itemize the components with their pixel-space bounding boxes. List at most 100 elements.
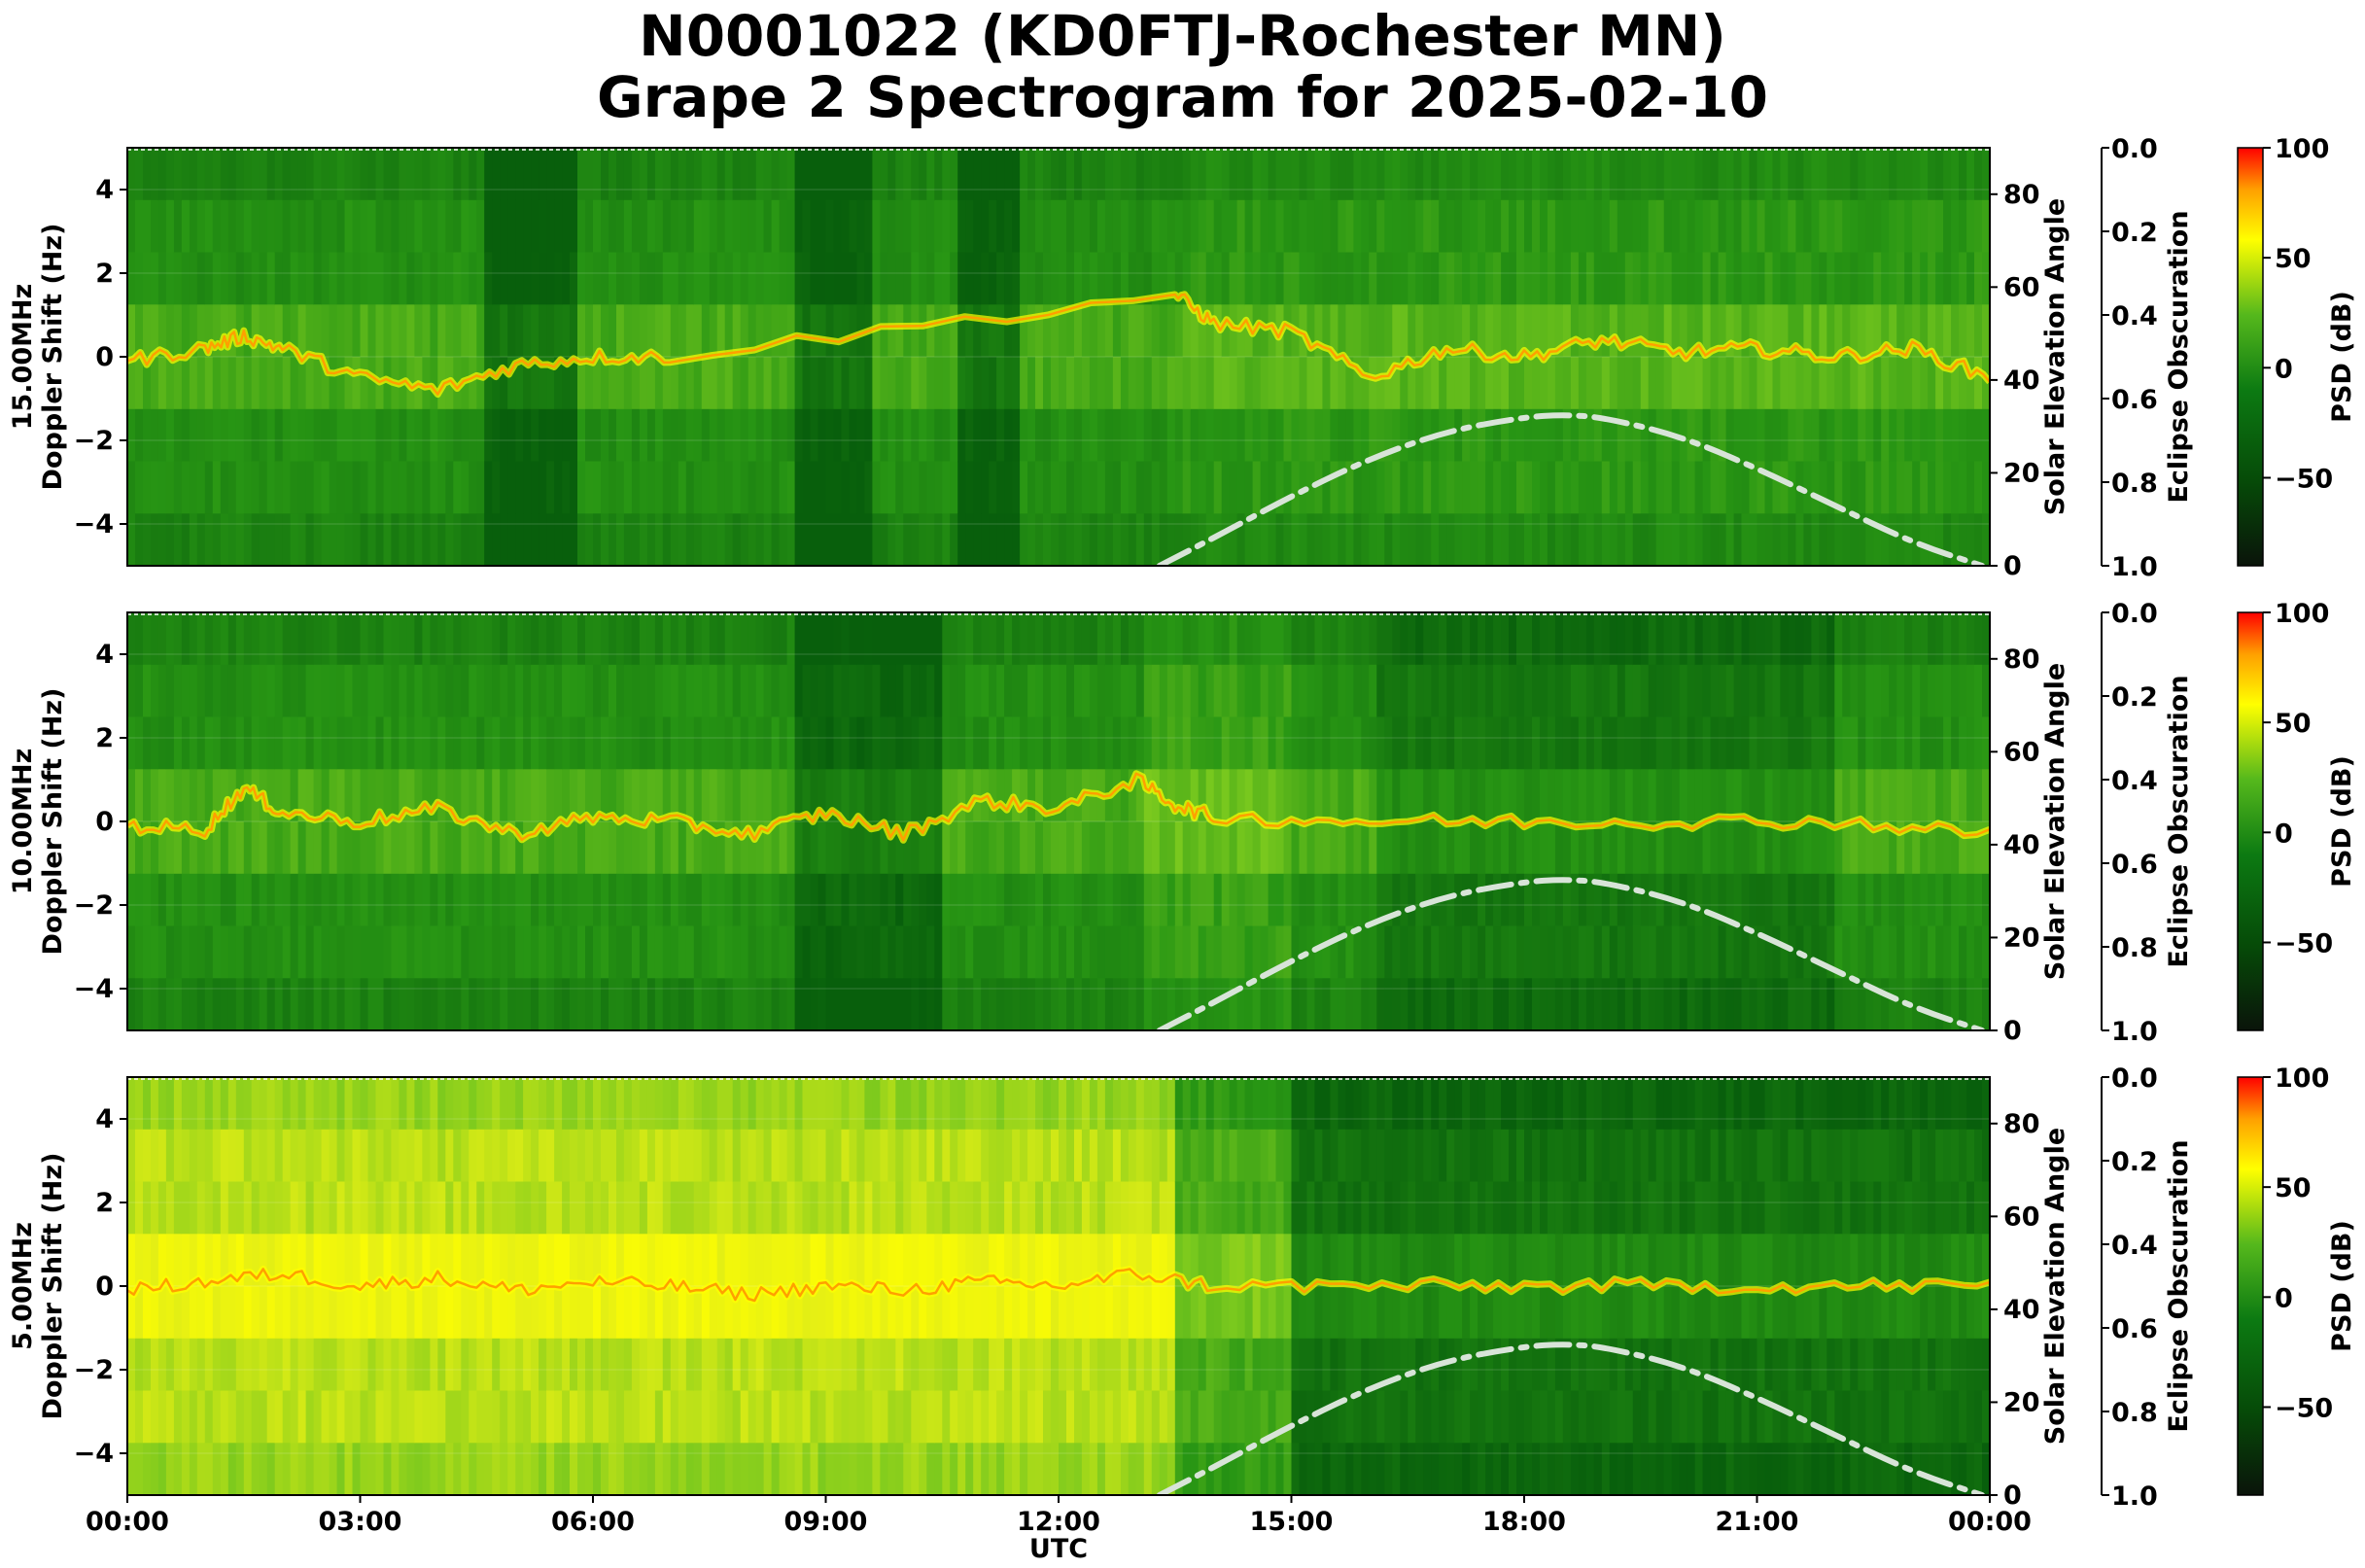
heatmap-cell bbox=[1112, 513, 1122, 566]
heatmap-cell bbox=[989, 461, 997, 514]
heatmap-cell bbox=[1166, 612, 1176, 666]
heatmap-cell bbox=[1074, 821, 1083, 875]
heatmap-cell bbox=[1718, 408, 1727, 463]
heatmap-cell bbox=[235, 664, 245, 718]
heatmap-cell bbox=[196, 925, 206, 979]
heatmap-cell bbox=[266, 1443, 276, 1495]
heatmap-cell bbox=[1601, 664, 1611, 718]
heatmap-cell bbox=[251, 1077, 261, 1131]
heatmap-cell bbox=[1679, 408, 1688, 463]
heatmap-cell bbox=[1858, 148, 1866, 201]
heatmap-cell bbox=[1291, 513, 1301, 566]
heatmap-cell bbox=[577, 357, 586, 410]
heatmap-cell bbox=[422, 461, 431, 514]
heatmap-cell bbox=[554, 716, 563, 770]
heatmap-cell bbox=[810, 769, 819, 822]
eclipse-obscuration-axis-label: Eclipse Obscuration bbox=[2164, 210, 2194, 503]
heatmap-cell bbox=[957, 1443, 966, 1495]
heatmap-cell bbox=[1959, 612, 1967, 666]
heatmap-cell bbox=[1540, 357, 1548, 410]
heatmap-cell bbox=[1540, 978, 1548, 1030]
heatmap-cell bbox=[1221, 925, 1231, 979]
heatmap-cell bbox=[1027, 978, 1036, 1030]
heatmap-cell bbox=[810, 461, 819, 514]
colorbar-tick-label: 50 bbox=[2275, 709, 2312, 739]
heatmap-cell bbox=[1051, 1338, 1060, 1392]
heatmap-cell bbox=[911, 461, 920, 514]
heatmap-cell bbox=[1043, 148, 1052, 201]
heatmap-cell bbox=[880, 1390, 888, 1444]
heatmap-cell bbox=[531, 304, 539, 358]
heatmap-cell bbox=[1493, 199, 1502, 254]
heatmap-cell bbox=[1710, 978, 1720, 1030]
heatmap-cell bbox=[1446, 461, 1455, 514]
heatmap-cell bbox=[1112, 769, 1122, 822]
heatmap-cell bbox=[336, 821, 346, 875]
heatmap-cell bbox=[1648, 925, 1657, 979]
heatmap-cell bbox=[305, 252, 315, 305]
heatmap-cell bbox=[701, 925, 711, 979]
heatmap-cell bbox=[709, 148, 718, 201]
heatmap-cell bbox=[1896, 769, 1905, 822]
heatmap-cell bbox=[539, 148, 547, 201]
heatmap-cell bbox=[1578, 664, 1587, 718]
heatmap-cell bbox=[1570, 664, 1580, 718]
heatmap-cell bbox=[1174, 357, 1184, 410]
heatmap-cell bbox=[297, 925, 307, 979]
heatmap-cell bbox=[297, 461, 307, 514]
heatmap-cell bbox=[430, 1286, 438, 1340]
heatmap-cell bbox=[1151, 716, 1161, 770]
heatmap-cell bbox=[1275, 148, 1285, 201]
heatmap-cell bbox=[570, 821, 578, 875]
heatmap-cell bbox=[476, 873, 485, 927]
heatmap-cell bbox=[1826, 716, 1835, 770]
heatmap-cell bbox=[1601, 769, 1611, 822]
heatmap-cell bbox=[1283, 612, 1293, 666]
heatmap-cell bbox=[779, 148, 788, 201]
heatmap-cell bbox=[1858, 408, 1866, 463]
heatmap-cell bbox=[1834, 357, 1843, 410]
heatmap-cell bbox=[531, 873, 539, 927]
heatmap-cell bbox=[1532, 252, 1541, 305]
heatmap-cell bbox=[422, 978, 431, 1030]
heatmap-cell bbox=[196, 199, 206, 254]
heatmap-cell bbox=[1012, 1234, 1021, 1287]
heatmap-cell bbox=[523, 716, 532, 770]
heatmap-cell bbox=[1694, 357, 1704, 410]
heatmap-cell bbox=[290, 1286, 299, 1340]
heatmap-cell bbox=[1159, 925, 1168, 979]
heatmap-cell bbox=[1004, 1181, 1013, 1235]
heatmap-cell bbox=[313, 873, 323, 927]
heatmap-cell bbox=[1501, 978, 1510, 1030]
heatmap-cell bbox=[546, 304, 555, 358]
heatmap-cell bbox=[1624, 821, 1634, 875]
heatmap-cell bbox=[973, 925, 982, 979]
heatmap-cell bbox=[336, 1338, 346, 1392]
heatmap-cell bbox=[1865, 716, 1874, 770]
heatmap-cell bbox=[406, 148, 415, 201]
heatmap-cell bbox=[1896, 821, 1905, 875]
heatmap-cell bbox=[1501, 408, 1510, 463]
heatmap-cell bbox=[825, 1338, 835, 1392]
heatmap-cell bbox=[755, 252, 765, 305]
heatmap-cell bbox=[1454, 199, 1463, 254]
heatmap-cell bbox=[1826, 357, 1835, 410]
heatmap-cell bbox=[654, 1390, 664, 1444]
heatmap-cell bbox=[1104, 821, 1114, 875]
heatmap-cell bbox=[662, 1443, 672, 1495]
heatmap-cell bbox=[1454, 821, 1463, 875]
heatmap-cell bbox=[740, 1234, 749, 1287]
heatmap-cell bbox=[437, 664, 446, 718]
heatmap-cell bbox=[375, 925, 385, 979]
heatmap-cell bbox=[1687, 408, 1696, 463]
heatmap-cell bbox=[1260, 148, 1269, 201]
heatmap-cell bbox=[336, 1443, 346, 1495]
heatmap-cell bbox=[895, 461, 904, 514]
heatmap-cell bbox=[740, 513, 749, 566]
heatmap-cell bbox=[1470, 148, 1478, 201]
heatmap-cell bbox=[1446, 873, 1455, 927]
heatmap-cell bbox=[802, 304, 812, 358]
heatmap-cell bbox=[593, 1234, 602, 1287]
heatmap-cell bbox=[880, 664, 888, 718]
heatmap-cell bbox=[911, 304, 920, 358]
